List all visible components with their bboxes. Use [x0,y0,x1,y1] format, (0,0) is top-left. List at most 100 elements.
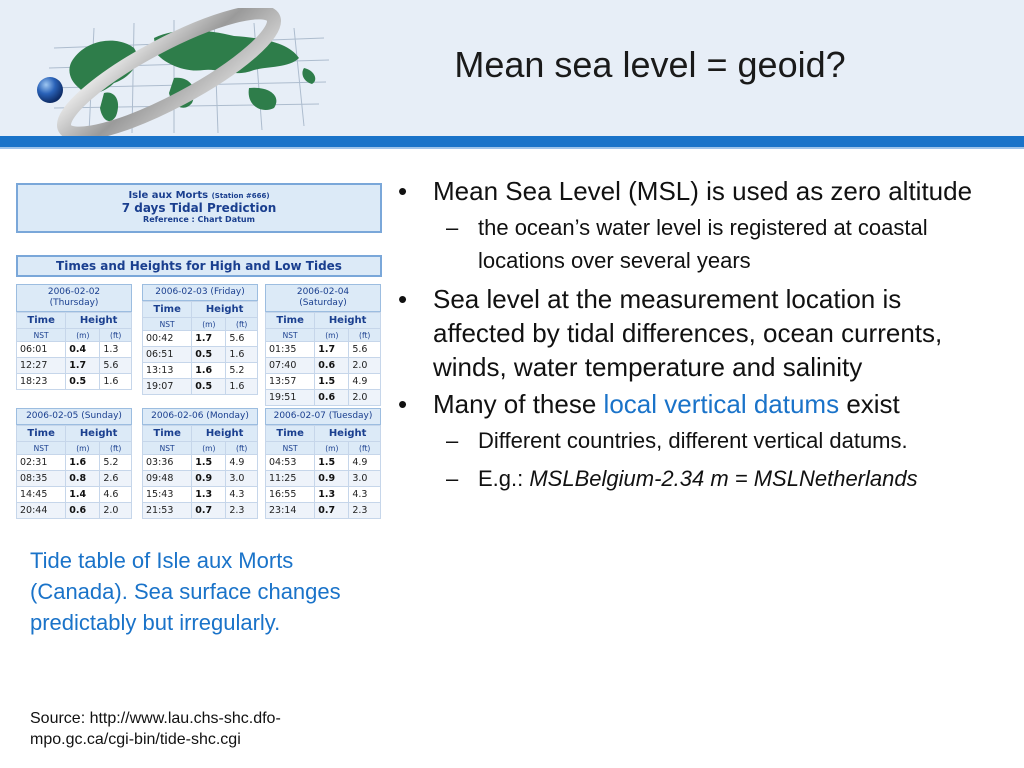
tide-row: 06:01 0.4 1.3 [15,341,132,358]
tide-time: 18:23 [15,373,67,390]
tide-height-m: 1.5 [314,373,350,390]
bullet-list: • Mean Sea Level (MSL) is used as zero a… [393,174,993,500]
tide-day-table: 2006-02-02 (Thursday) Time Height NST (m) (ft)… [15,284,132,390]
tide-row: 04:53 1.5 4.9 [264,454,381,471]
tide-row: 13:57 1.5 4.9 [264,373,381,390]
tide-day-date-text: 2006-02-02 [47,287,101,297]
col-header-height: Height [191,301,258,318]
col-header-height: Height [65,312,132,329]
tide-row: 18:23 0.5 1.6 [15,373,132,390]
tide-table-subheading: Times and Heights for High and Low Tides [16,255,382,277]
tide-time: 21:53 [141,502,193,519]
unit-time: NST [15,441,67,455]
tide-row: 06:51 0.5 1.6 [141,346,258,363]
tide-height-ft: 5.6 [225,330,258,347]
tide-row: 16:55 1.3 4.3 [264,486,381,503]
tide-day-table: 2006-02-05 (Sunday) Time Height NST (m) (ft) 0… [15,408,132,519]
tide-height-ft: 2.3 [348,502,381,519]
tide-height-ft: 1.6 [225,346,258,363]
tide-height-m: 1.3 [191,486,227,503]
tide-row: 13:13 1.6 5.2 [141,362,258,379]
tide-day-grid: Time Height NST (m) (ft) 06:01 0.4 1.3 12:27 1.7 5… [15,312,132,390]
tide-height-m: 1.5 [314,454,350,471]
tide-time: 06:51 [141,346,193,363]
source-citation: Source: http://www.lau.chs-shc.dfo-mpo.g… [30,710,281,748]
col-header-height: Height [65,425,132,442]
tide-day-table: 2006-02-04 (Saturday) Time Height NST (m) (ft)… [264,284,381,406]
sub-bullet-text: Different countries, different vertical … [478,428,908,453]
tide-time: 06:01 [15,341,67,358]
tide-day-date-text: 2006-02-04 [296,287,350,297]
unit-meters: (m) [65,441,101,455]
tide-row: 01:35 1.7 5.6 [264,341,381,358]
tide-row: 08:35 0.8 2.6 [15,470,132,487]
unit-time: NST [141,317,193,331]
tide-height-m: 1.3 [314,486,350,503]
tide-height-m: 0.5 [65,373,101,390]
tide-day-table: 2006-02-06 (Monday) Time Height NST (m) (ft) 0… [141,408,258,519]
sub-bullet-item: – the ocean’s water level is registered … [393,211,993,277]
tide-height-ft: 4.9 [348,373,381,390]
tide-day-grid: Time Height NST (m) (ft) 02:31 1.6 5.2 08:35 0.8 2… [15,425,132,519]
tide-height-m: 0.6 [314,389,350,406]
unit-meters: (m) [65,328,101,342]
bullet-icon: • [398,389,408,419]
station-id: (Station #666) [211,192,270,200]
unit-feet: (ft) [225,441,258,455]
bullet-item: • Many of these local vertical datums ex… [393,387,993,421]
tide-height-ft: 4.3 [225,486,258,503]
tide-row: 14:45 1.4 4.6 [15,486,132,503]
header-divider-light [0,147,1024,149]
tide-row: 15:43 1.3 4.3 [141,486,258,503]
tide-height-m: 1.4 [65,486,101,503]
tide-height-m: 0.8 [65,470,101,487]
bullet-item: • Sea level at the measurement location … [393,282,993,384]
tide-day-grid: Time Height NST (m) (ft) 01:35 1.7 5.6 07:40 0.6 2… [264,312,381,406]
tide-row: 19:51 0.6 2.0 [264,389,381,406]
tide-time: 08:35 [15,470,67,487]
unit-feet: (ft) [99,328,132,342]
station-name: Isle aux Morts [128,190,209,201]
tide-height-ft: 2.0 [99,502,132,519]
col-header-time: Time [264,312,316,329]
tide-time: 19:51 [264,389,316,406]
tide-height-ft: 1.6 [225,378,258,395]
unit-meters: (m) [314,328,350,342]
tide-time: 02:31 [15,454,67,471]
col-header-time: Time [264,425,316,442]
globe-ring-logo-icon [37,8,330,136]
tide-time: 20:44 [15,502,67,519]
tide-day-date-text: 2006-02-06 (Monday) [151,411,249,421]
tide-time: 03:36 [141,454,193,471]
tide-row: 19:07 0.5 1.6 [141,378,258,395]
tide-day-table: 2006-02-07 (Tuesday) Time Height NST (m) (ft)… [264,408,381,519]
bullet-item: • Mean Sea Level (MSL) is used as zero a… [393,174,993,208]
tide-time: 19:07 [141,378,193,395]
unit-meters: (m) [191,317,227,331]
tide-time: 04:53 [264,454,316,471]
tide-height-m: 1.7 [314,341,350,358]
tide-height-ft: 5.6 [348,341,381,358]
tide-height-ft: 5.2 [225,362,258,379]
tide-height-ft: 4.9 [348,454,381,471]
tide-height-ft: 4.9 [225,454,258,471]
tide-time: 07:40 [264,357,316,374]
dash-icon: – [446,428,459,453]
sub-bullet-text-pre: E.g.: [478,466,530,491]
tide-height-ft: 2.0 [348,389,381,406]
col-header-height: Height [191,425,258,442]
unit-feet: (ft) [348,441,381,455]
tide-height-ft: 4.3 [348,486,381,503]
tide-row: 20:44 0.6 2.0 [15,502,132,519]
figure-caption: Tide table of Isle aux Morts (Canada). S… [30,548,341,635]
tide-day-date: 2006-02-02 (Thursday) [16,284,132,312]
tide-height-m: 0.6 [65,502,101,519]
slide-title: Mean sea level = geoid? [454,44,846,85]
tide-table-heading: 7 days Tidal Prediction [121,201,277,215]
tide-height-ft: 5.6 [99,357,132,374]
tide-height-ft: 1.6 [99,373,132,390]
tide-height-ft: 4.6 [99,486,132,503]
tide-row: 21:53 0.7 2.3 [141,502,258,519]
tide-height-m: 0.5 [191,346,227,363]
unit-time: NST [15,328,67,342]
